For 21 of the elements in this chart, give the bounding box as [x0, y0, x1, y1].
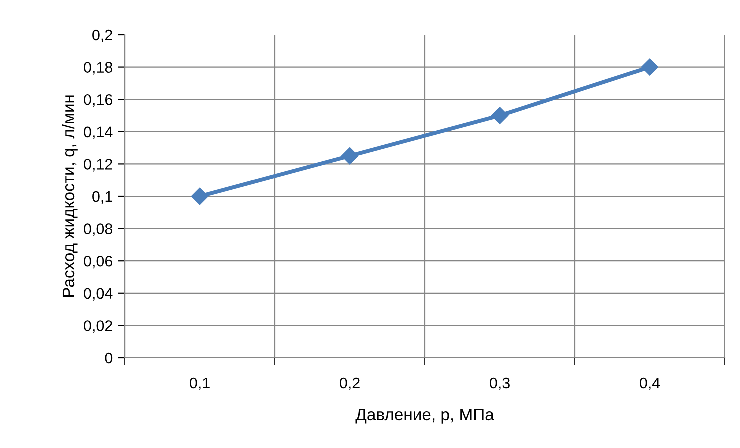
- y-tick-label: 0,04: [84, 288, 113, 301]
- y-tick-label: 0,1: [92, 191, 112, 204]
- y-tick-label: 0,16: [84, 94, 113, 108]
- y-tick-label: 0,18: [84, 62, 113, 75]
- y-tick-label: 0,2: [92, 30, 112, 42]
- y-tick-label: 0,14: [84, 126, 113, 140]
- y-tick-label: 0,08: [84, 224, 113, 236]
- point: [191, 188, 209, 206]
- x-tick-label: 0,2: [340, 378, 360, 390]
- y-tick-label: 0,12: [84, 159, 112, 172]
- y-tick-label: 0: [105, 352, 113, 364]
- point: [491, 107, 509, 124]
- x-tick-label: 0,4: [640, 378, 660, 390]
- point: [641, 58, 659, 76]
- y-axis-title: Расход жидкости, q, л/мин: [62, 96, 78, 298]
- x-axis-title: Давление, p, МПа: [356, 408, 494, 424]
- x-tick-label: 0,3: [490, 378, 510, 390]
- y-tick-label: 0,02: [84, 320, 112, 334]
- y-tick-label: 0,06: [84, 256, 113, 269]
- x-tick-label: 0,1: [190, 378, 210, 390]
- point: [341, 148, 359, 165]
